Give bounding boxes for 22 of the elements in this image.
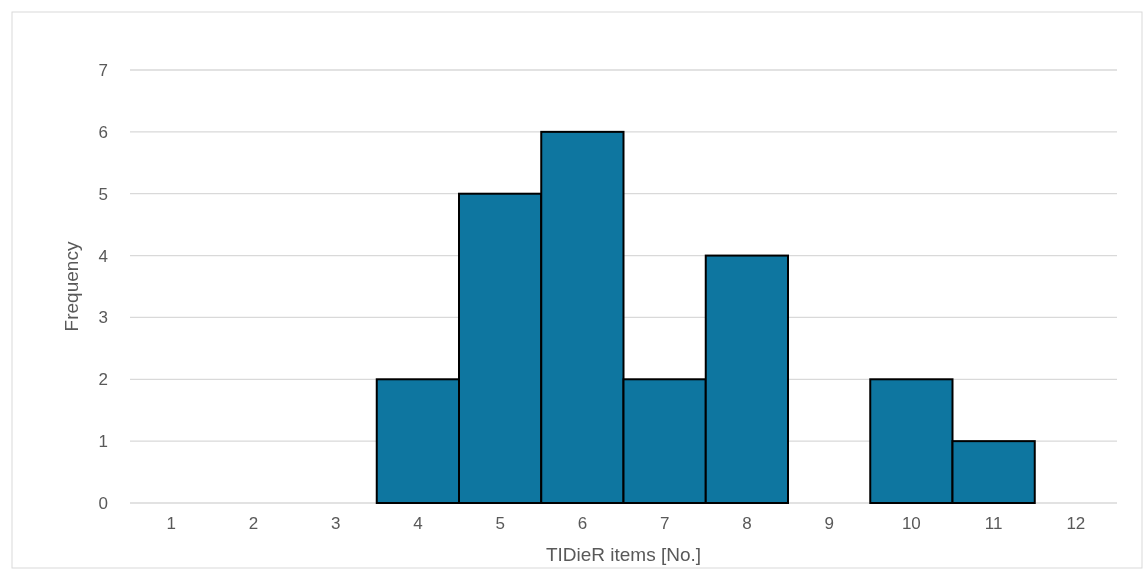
y-axis-title: Frequency [61,241,82,332]
x-tick-label: 5 [495,514,505,533]
y-tick-label: 7 [98,60,108,80]
x-tick-label: 10 [901,514,921,533]
y-tick-label: 6 [98,122,108,142]
x-tick-label: 9 [824,514,834,533]
x-tick-label: 7 [659,514,670,533]
y-tick-label: 2 [98,370,108,390]
x-tick-label: 8 [742,514,752,533]
x-tick-label: 4 [413,514,423,533]
x-tick-label: 1 [166,514,176,533]
y-tick-label: 0 [98,493,108,513]
x-tick-label: 2 [248,514,259,533]
y-tick-label: 1 [98,432,108,452]
x-tick-label: 12 [1066,514,1086,533]
x-tick-label: 11 [984,514,1003,533]
y-tick-label: 5 [98,184,108,204]
x-axis-title: TIDieR items [No.] [545,544,702,565]
x-tick-label: 3 [330,514,341,533]
y-tick-label: 4 [98,246,108,266]
y-tick-label: 3 [98,308,108,328]
x-tick-label: 6 [577,514,588,533]
